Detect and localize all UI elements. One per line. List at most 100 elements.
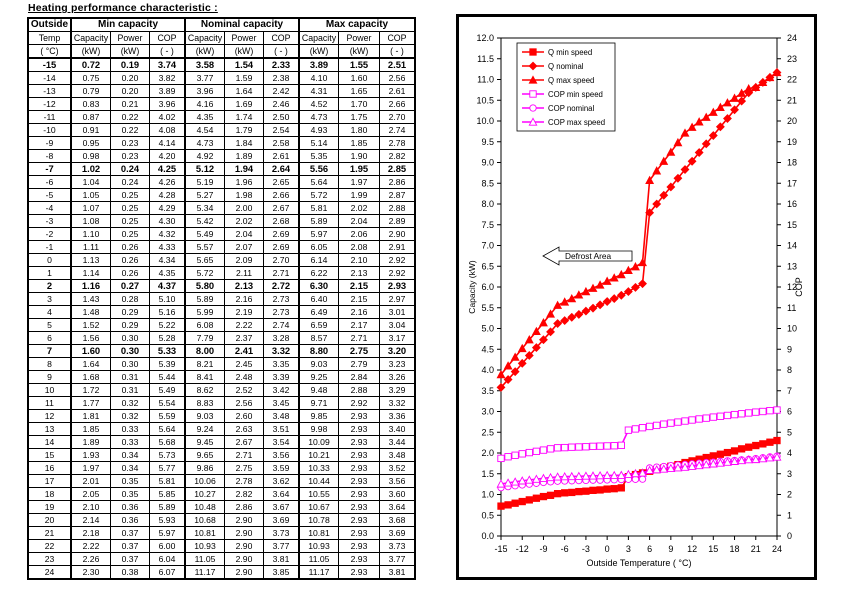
series-3-point — [744, 83, 754, 93]
table-cell: 1.77 — [70, 396, 111, 410]
table-cell: 9.98 — [298, 422, 339, 436]
table-cell: 3.20 — [379, 344, 416, 358]
series-3-point — [503, 361, 513, 370]
table-cell: 10.81 — [298, 526, 339, 540]
series-4-point — [546, 445, 555, 453]
table-cell: 2.50 — [263, 110, 300, 124]
table-cell: -5 — [27, 188, 72, 202]
x-tick-label: 9 — [668, 544, 673, 554]
y2-tick-label: 23 — [787, 54, 797, 64]
table-row: 3 1.43 0.28 5.10 5.89 2.16 2.73 6.40 2.15 2.97 — [27, 292, 416, 306]
table-cell: 10.93 — [184, 539, 225, 553]
table-cell: 2.90 — [224, 565, 264, 580]
table-cell: 1.48 — [70, 305, 111, 319]
series-1-point — [709, 452, 717, 460]
table-cell: 1.80 — [338, 123, 380, 137]
table-cell: 8.41 — [184, 370, 225, 384]
series-3-point — [751, 82, 761, 92]
table-cell: 2.91 — [379, 240, 416, 254]
table-cell: 3.39 — [263, 370, 300, 384]
y-tick-label: 0.5 — [481, 510, 494, 520]
unit-header-cell: (kW) — [224, 44, 264, 59]
x-tick-label: -12 — [516, 544, 529, 554]
y-tick-label: 11.5 — [477, 54, 494, 64]
series-6-point — [673, 463, 683, 472]
table-cell: 9.24 — [184, 422, 225, 436]
table-cell: 2.61 — [379, 84, 416, 98]
series-1-point — [737, 445, 746, 453]
table-cell: 2.63 — [224, 422, 264, 436]
table-cell: 1.10 — [70, 227, 111, 241]
table-cell: 2.19 — [224, 305, 264, 319]
table-cell: 3.60 — [379, 487, 416, 501]
table-cell: 3.51 — [263, 422, 300, 436]
series-6-point — [645, 465, 655, 474]
y2-tick-label: 22 — [787, 75, 797, 85]
table-cell: 1.93 — [70, 448, 111, 462]
table-row: 11 1.77 0.32 5.54 8.83 2.56 3.45 9.71 2.92 3.32 — [27, 396, 416, 410]
table-cell: 0.79 — [70, 84, 111, 98]
table-row: 18 2.05 0.35 5.85 10.27 2.82 3.64 10.55 2.93 3.60 — [27, 487, 416, 501]
table-cell: 5.19 — [184, 175, 225, 189]
y-tick-label: 9.5 — [481, 137, 494, 147]
series-4-point — [653, 421, 661, 430]
series-6-point — [602, 470, 612, 480]
table-cell: 0.26 — [110, 266, 150, 280]
series-2-point — [623, 287, 633, 297]
series-2-point — [638, 279, 647, 289]
table-cell: 3.68 — [379, 513, 416, 527]
series-4-point — [730, 410, 739, 419]
series-1-point — [773, 436, 781, 445]
legend-swatch-marker — [528, 75, 538, 84]
series-6-point — [595, 470, 605, 480]
table-cell: 3.73 — [379, 539, 416, 553]
table-cell: 12 — [27, 409, 72, 423]
table-cell: 0.95 — [70, 136, 111, 150]
table-cell: 3.48 — [263, 409, 300, 423]
series-4-point — [582, 443, 590, 451]
defrost-area-label: Defrost Area — [565, 251, 612, 261]
table-cell: 0.24 — [110, 175, 150, 189]
unit-header-cell: (kW) — [184, 44, 225, 59]
table-cell: 3.73 — [263, 526, 300, 540]
series-4-point — [575, 443, 583, 451]
table-cell: 2.90 — [379, 227, 416, 241]
series-3-point — [496, 369, 506, 379]
table-cell: 5.72 — [184, 266, 225, 280]
series-4-point — [766, 407, 774, 415]
table-cell: 5.42 — [184, 214, 225, 228]
table-row: 20 2.14 0.36 5.93 10.68 2.90 3.69 10.78 2.93 3.68 — [27, 513, 416, 527]
table-cell: 0.37 — [110, 539, 150, 553]
table-cell: 2.02 — [224, 214, 264, 228]
series-4-point — [709, 413, 717, 421]
table-cell: 4.02 — [149, 110, 186, 124]
y-tick-label: 8.0 — [481, 199, 494, 209]
table-cell: 3.58 — [184, 57, 225, 72]
table-cell: 2.05 — [70, 487, 111, 501]
x-tick-label: 24 — [772, 544, 782, 554]
series-4-point — [702, 414, 710, 422]
table-cell: 2.15 — [338, 292, 380, 306]
table-cell: 5.27 — [184, 188, 225, 202]
series-2-point — [574, 309, 584, 319]
table-cell: 2.15 — [338, 279, 380, 293]
heating-performance-table: Outside Min capacity Nominal capacity Max c… — [27, 17, 416, 580]
table-cell: 1.75 — [338, 110, 380, 124]
legend-entry: Q min speed — [548, 48, 592, 57]
x-tick-label: -15 — [494, 544, 507, 554]
table-cell: 4.73 — [298, 110, 339, 124]
x-tick-label: 12 — [687, 544, 697, 554]
table-row: 21 2.18 0.37 5.97 10.81 2.90 3.73 10.81 2.93 3.69 — [27, 526, 416, 540]
table-cell: -10 — [27, 123, 72, 137]
table-cell: 2.46 — [263, 97, 300, 111]
table-cell: 2.93 — [338, 500, 380, 514]
table-cell: 2.69 — [263, 227, 300, 241]
series-4-point — [624, 426, 633, 434]
table-cell: 0.27 — [110, 279, 150, 293]
table-cell: 14 — [27, 435, 72, 449]
table-cell: 5.72 — [298, 188, 339, 202]
series-2-point — [723, 114, 732, 123]
table-cell: 1.16 — [70, 279, 111, 293]
table-cell: 5.81 — [298, 201, 339, 215]
table-cell: 9.85 — [298, 409, 339, 423]
